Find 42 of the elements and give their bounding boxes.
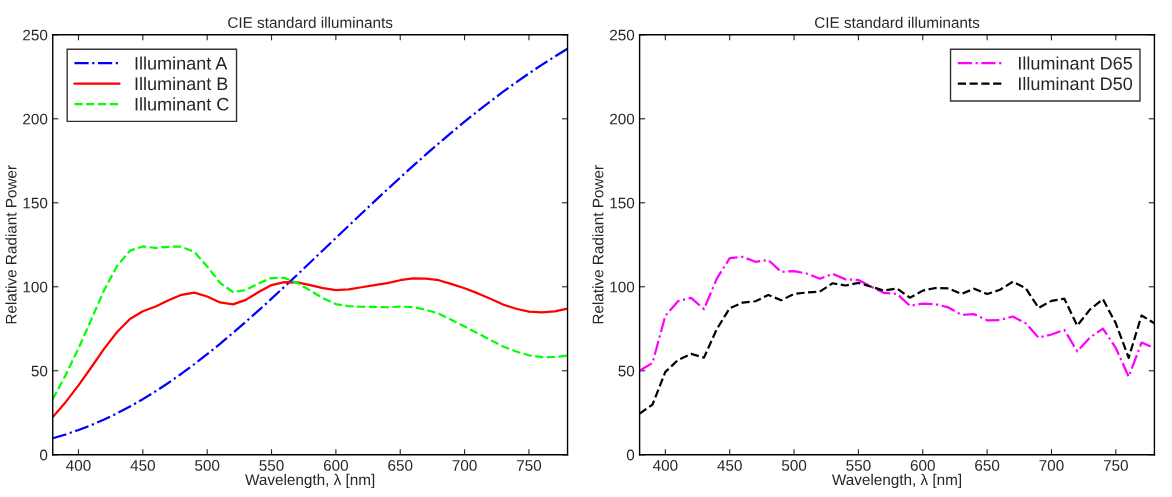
y-tick-label: 200 [23,113,48,125]
x-tick-label: 400 [652,460,678,471]
line-series [52,245,568,401]
legend-label: Illuminant B [135,76,228,91]
x-tick-label: 700 [452,460,477,471]
x-tick-label: 400 [66,460,91,471]
y-tick-label: 250 [23,29,48,41]
y-tick-label: 200 [610,113,635,125]
y-tick-label: 100 [610,281,635,293]
y-tick-label: 150 [23,197,48,209]
x-tick-label: 550 [259,460,284,471]
legend-label: Illuminant C [135,97,229,111]
y-tick-label: 0 [626,449,635,461]
x-tick-label: 650 [975,460,1000,471]
chart-title: CIE standard illuminants [815,16,980,28]
y-tick-label: 50 [31,365,48,377]
x-tick-label: 550 [846,460,871,471]
y-tick-label: 0 [39,449,48,461]
legend-label: Illuminant D50 [1019,76,1133,91]
x-axis-title: Wavelength, λ [nm] [245,473,375,489]
x-tick-label: 450 [717,460,742,471]
x-tick-label: 600 [323,460,349,471]
x-tick-label: 750 [1103,460,1128,471]
legend-label: Illuminant A [135,56,228,70]
legend-label: Illuminant D65 [1019,56,1132,70]
x-tick-label: 650 [388,460,413,471]
line-series [52,277,568,419]
x-tick-label: 700 [1039,460,1064,471]
x-tick-label: 600 [910,460,935,471]
y-tick-label: 150 [610,197,635,209]
y-axis-title: Relative Radiant Power [5,165,17,324]
y-axis-title: Relative Radiant Power [592,165,604,324]
x-axis-title: Wavelength, λ [nm] [831,473,962,489]
y-tick-label: 250 [610,29,635,41]
x-tick-label: 450 [130,460,155,471]
x-tick-label: 750 [516,460,542,471]
chart-title: CIE standard illuminants [228,16,393,28]
y-tick-label: 100 [23,281,48,293]
x-tick-label: 500 [781,460,807,471]
x-tick-label: 500 [195,460,220,471]
line-series [52,47,568,440]
y-tick-label: 50 [618,365,635,377]
